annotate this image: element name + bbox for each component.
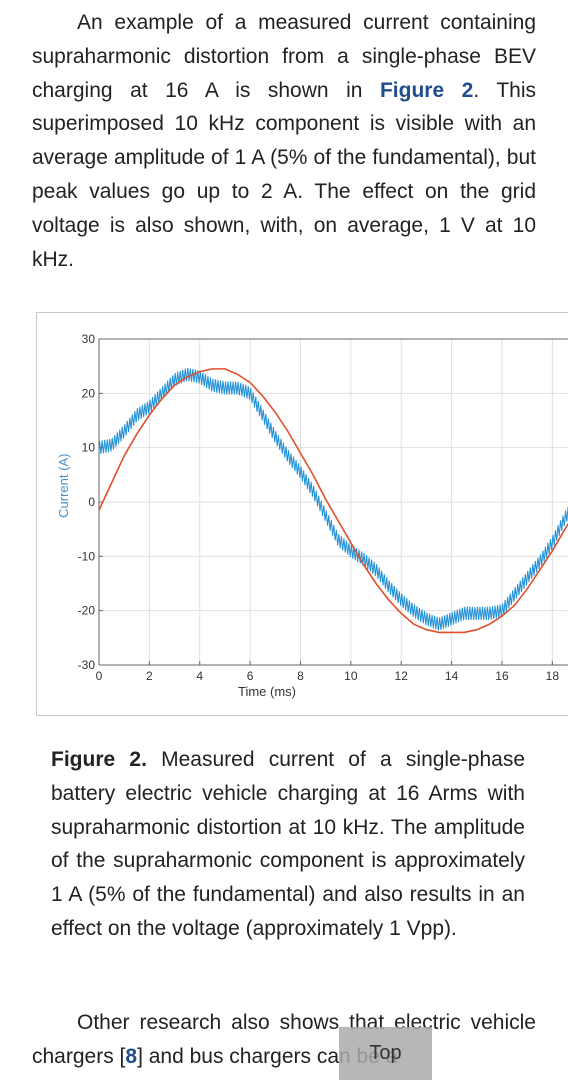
x-tick-label: 6	[247, 669, 254, 683]
series-fundamental	[99, 368, 568, 634]
figure-2-link[interactable]: Figure 2	[379, 78, 474, 102]
x-tick-label: 4	[196, 669, 203, 683]
y-tick-label: 20	[82, 386, 96, 400]
paragraph-text: . This superimposed 10 kHz component is …	[32, 78, 537, 271]
x-tick-label: 12	[395, 669, 409, 683]
x-axis-label: Time (ms)	[238, 684, 296, 699]
y-tick-label: 30	[82, 332, 96, 346]
current-chart: 0 2 4 6 8 10 12 14 16 18 30 20 10 0 -10 -20 -30 Time (ms)…	[56, 332, 568, 699]
paragraph-text: ] and bus chargers can be a	[137, 1044, 398, 1068]
reference-8-link[interactable]: 8	[125, 1044, 138, 1068]
back-to-top-button[interactable]: Top	[339, 1027, 432, 1080]
x-tick-label: 18	[546, 669, 560, 683]
y-tick-label: 0	[88, 495, 95, 509]
x-tick-label: 10	[344, 669, 358, 683]
x-tick-label: 14	[445, 669, 459, 683]
x-tick-label: 0	[96, 669, 103, 683]
y-tick-label: -30	[78, 658, 96, 672]
paragraph-figure-intro: An example of a measured current contain…	[32, 6, 536, 276]
figure-2-caption: Figure 2. Measured current of a single-p…	[51, 743, 525, 946]
y-tick-label: -10	[78, 549, 96, 563]
y-tick-label: -20	[78, 604, 96, 618]
paragraph-other-research: Other research also shows that electric …	[32, 1006, 536, 1074]
figure-2-image[interactable]: 0 2 4 6 8 10 12 14 16 18 30 20 10 0 -10 -20 -30 Time (ms)…	[36, 312, 568, 716]
x-tick-label: 2	[146, 669, 153, 683]
x-tick-label: 8	[297, 669, 304, 683]
y-tick-label: 10	[82, 441, 96, 455]
paragraph-text: An example of a measured current contain…	[32, 11, 536, 102]
x-tick-label: 16	[495, 669, 509, 683]
y-axis-label: Current (A)	[56, 454, 71, 518]
caption-label: Figure 2.	[51, 748, 147, 771]
series-measured-current	[99, 367, 568, 631]
caption-text: Measured current of a single-phase batte…	[51, 748, 525, 940]
